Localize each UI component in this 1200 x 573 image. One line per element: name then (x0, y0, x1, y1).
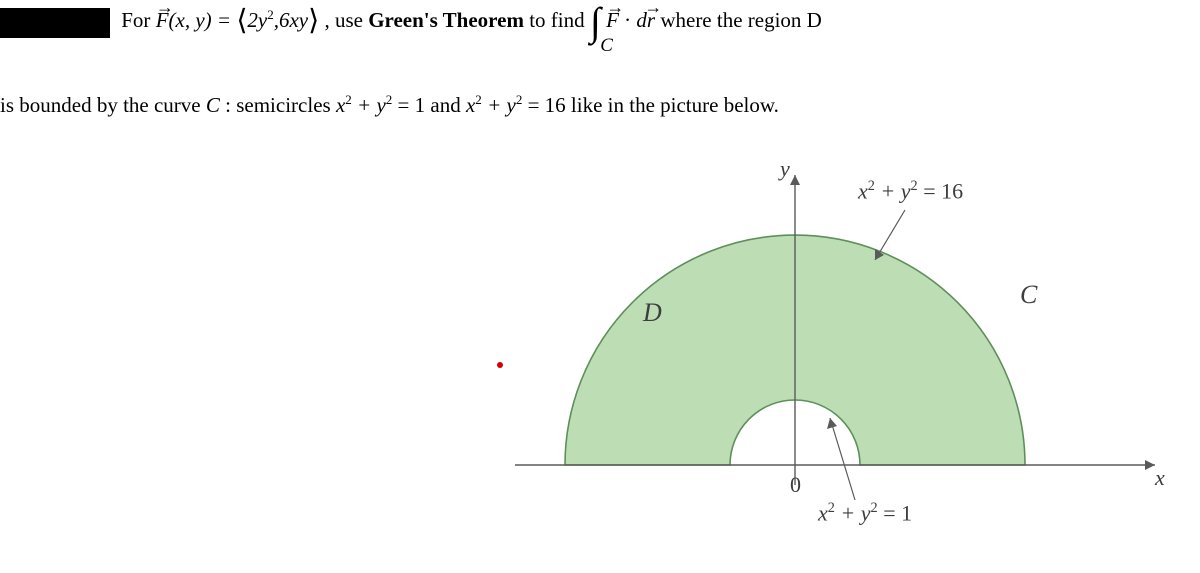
to-find: to find (524, 8, 590, 32)
integral: ∫ C (590, 6, 601, 39)
term-6xy: ,6xy (274, 8, 308, 32)
integral-sub: C (600, 37, 613, 56)
greens-theorem: Green's Theorem (368, 8, 524, 32)
curve-C: C (206, 93, 220, 117)
line1-text: For →F (x, y) = ⟨2y2,6xy⟩ , use Green's … (121, 8, 822, 32)
label-y-axis: y (780, 156, 790, 182)
bracket-close: ⟩ (308, 6, 319, 37)
xy-args: (x, y) = (169, 8, 237, 32)
vector-F-2: →F (606, 8, 619, 33)
eq2-rhs: = 16 (522, 93, 565, 117)
label-D: D (643, 298, 662, 328)
problem-line-2: is bounded by the curve C : semicircles … (0, 92, 1200, 118)
term-2y: 2y2 (247, 8, 273, 32)
eq1-rhs: = 1 (392, 93, 425, 117)
use-word: , use (324, 8, 368, 32)
redacted-block (0, 8, 110, 38)
dr: →dr (636, 8, 655, 32)
bracket-open: ⟨ (236, 6, 247, 37)
label-C: C (1020, 280, 1037, 310)
red-dot (497, 362, 503, 368)
label-origin: 0 (790, 472, 801, 498)
where-region: where the region D (660, 8, 822, 32)
for-word: For (121, 8, 155, 32)
and-word: and (430, 93, 466, 117)
label-inner-eq: x2 + y2 = 1 (818, 500, 912, 526)
eq1-plus-y: + y (352, 93, 386, 117)
bounded-by: is bounded by the curve (0, 93, 206, 117)
eq2-plus-y: + y (482, 93, 516, 117)
figure-region: y x2 + y2 = 16 D C 0 x x2 + y2 = 1 (500, 150, 1200, 570)
colon-semicircles: : semicircles (220, 93, 336, 117)
line2-text: is bounded by the curve C : semicircles … (0, 93, 779, 117)
eq2-x: x (466, 93, 475, 117)
problem-line-1: For →F (x, y) = ⟨2y2,6xy⟩ , use Green's … (0, 6, 1200, 39)
tail-text: like in the picture below. (571, 93, 779, 117)
vector-F: →F (156, 8, 169, 33)
eq1-x: x (336, 93, 345, 117)
label-outer-eq: x2 + y2 = 16 (858, 178, 963, 204)
label-x-axis: x (1155, 465, 1165, 491)
